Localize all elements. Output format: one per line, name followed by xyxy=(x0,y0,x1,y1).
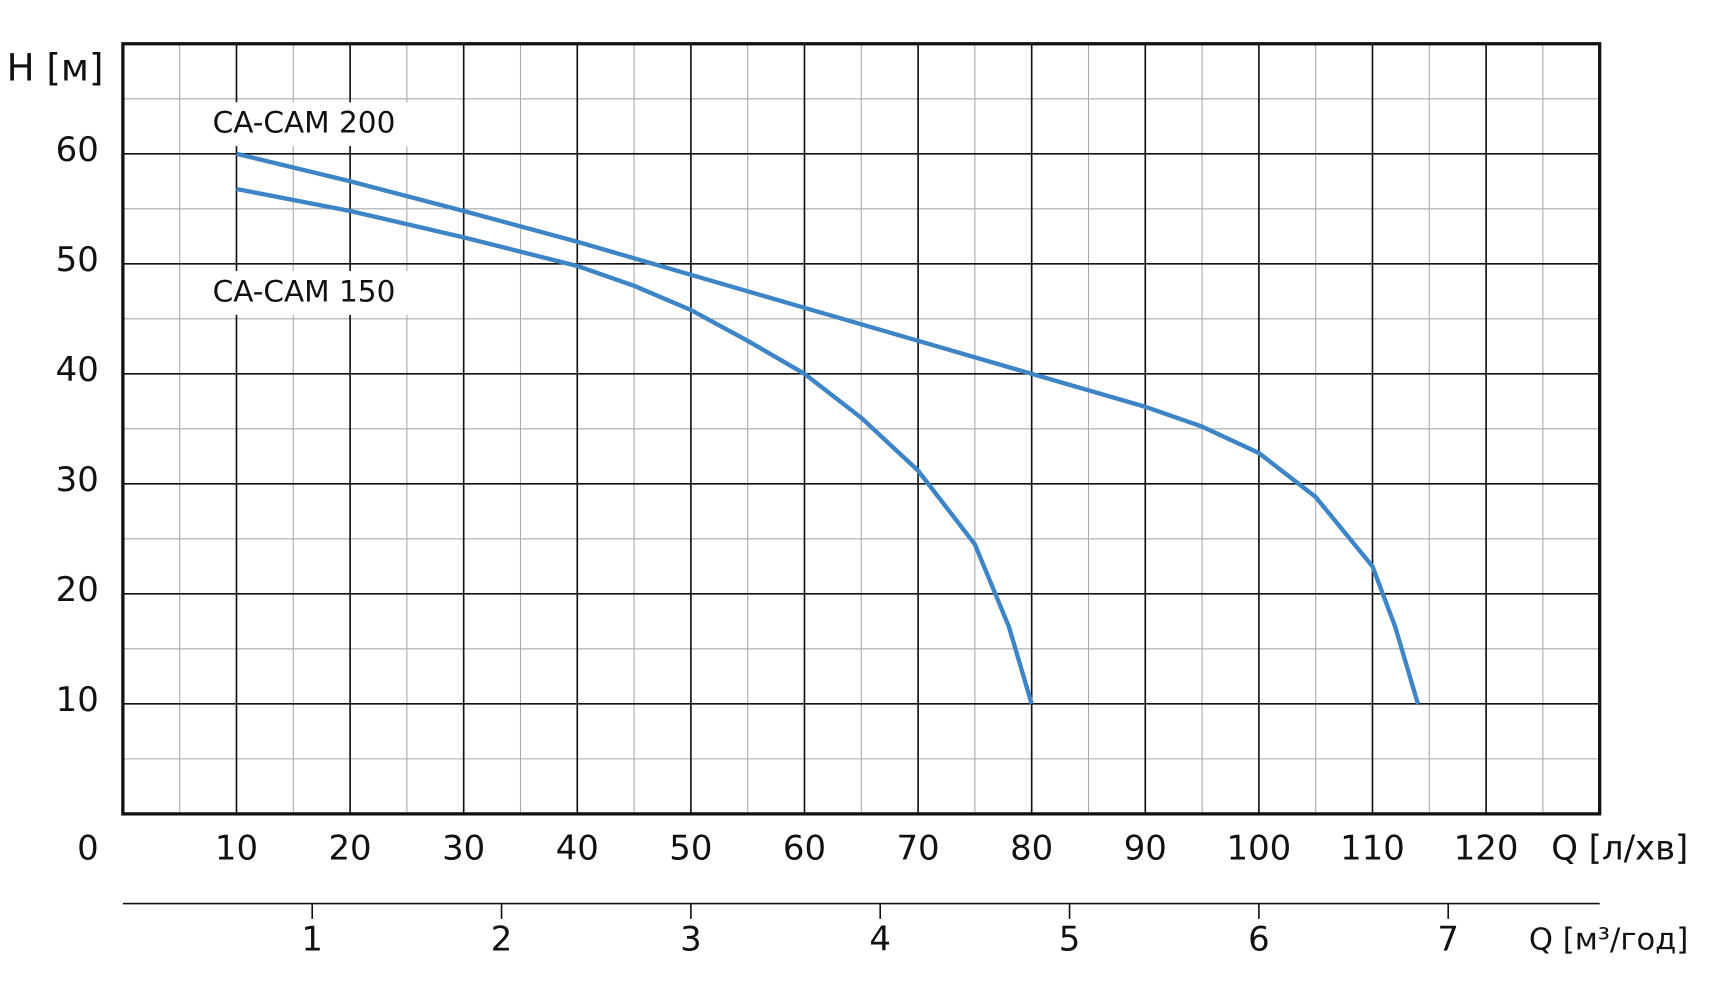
x2-axis-label: Q [м³/год] xyxy=(1529,922,1688,957)
series-label-bg xyxy=(206,102,409,147)
series-line xyxy=(235,151,1421,705)
plot: CA-CAM 200 CA-CAM 150 xyxy=(206,102,1421,705)
x2-tick-label: 5 xyxy=(1059,919,1081,958)
x2-tick-label: 7 xyxy=(1437,919,1459,958)
series-line xyxy=(236,186,1034,705)
y-tick-label: 10 xyxy=(56,680,99,719)
x-tick-label: 60 xyxy=(783,828,826,867)
series-label: CA-CAM 200 xyxy=(213,106,396,140)
y-tick-label: 60 xyxy=(56,130,99,169)
plot-frame xyxy=(121,42,1602,816)
y-tick-label: 40 xyxy=(56,350,99,389)
x-tick-label: 40 xyxy=(556,828,599,867)
x2-tick-label: 6 xyxy=(1248,919,1270,958)
x-tick-label: 10 xyxy=(215,828,258,867)
series-label: CA-CAM 150 xyxy=(213,274,396,308)
x2-tick-label: 2 xyxy=(491,919,513,958)
x-tick-label: 80 xyxy=(1010,828,1053,867)
x-tick-label: 30 xyxy=(442,828,485,867)
grid xyxy=(121,42,1602,816)
x-tick-label: 0 xyxy=(77,828,99,867)
y-tick-label: 20 xyxy=(56,570,99,609)
y-tick-label: 50 xyxy=(56,240,99,279)
y-tick-label: 30 xyxy=(56,460,99,499)
x2-tick-label: 1 xyxy=(301,919,323,958)
x-tick-label: 90 xyxy=(1124,828,1167,867)
x-tick-label: 120 xyxy=(1454,828,1519,867)
x-tick-label: 110 xyxy=(1340,828,1405,867)
y-axis-label: H [м] xyxy=(7,46,104,90)
x2-tick-label: 4 xyxy=(869,919,891,958)
x2-tick-label: 3 xyxy=(680,919,702,958)
series-label-bg xyxy=(206,271,409,315)
x-tick-label: 100 xyxy=(1227,828,1292,867)
x-tick-label: 70 xyxy=(897,828,940,867)
x-tick-label: 20 xyxy=(329,828,372,867)
x-axis-label: Q [л/хв] xyxy=(1551,828,1688,867)
x-tick-label: 50 xyxy=(669,828,712,867)
